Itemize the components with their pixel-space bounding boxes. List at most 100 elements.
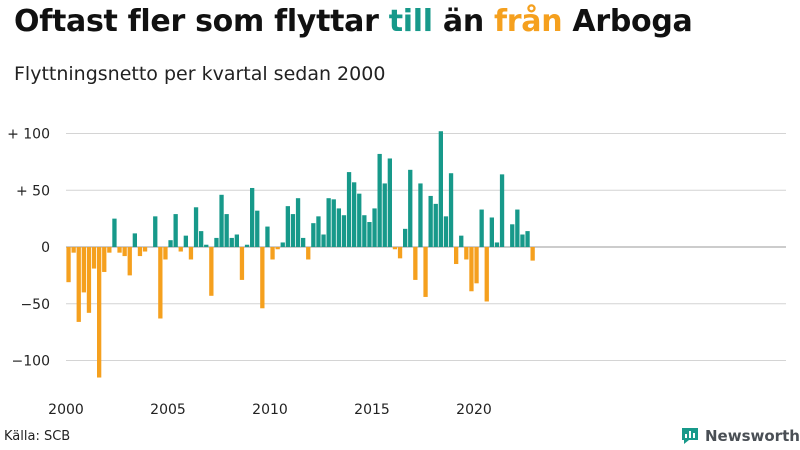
bar (234, 234, 239, 247)
bar (397, 247, 403, 259)
bar (66, 247, 71, 283)
x-axis-ticks: 2000 2005 2010 2015 2020 (48, 402, 492, 418)
y-tick-label: 0 (41, 240, 50, 256)
chart-title: Oftast fler som flyttar till än från Arb… (14, 4, 693, 39)
bar (250, 187, 255, 247)
bar (372, 208, 377, 247)
bar (86, 247, 92, 313)
bar (71, 247, 76, 253)
bar (255, 210, 260, 247)
bar (270, 247, 275, 260)
newsworthy-logo-text: Newsworthy (705, 427, 800, 445)
bar (285, 206, 290, 247)
bar (142, 247, 148, 252)
bar (260, 247, 265, 309)
bar (469, 247, 474, 292)
bar (229, 237, 234, 247)
bar (97, 247, 102, 378)
bar (357, 193, 362, 247)
bar (403, 228, 408, 247)
bar (214, 237, 219, 247)
bar (127, 247, 132, 276)
bars (66, 131, 535, 378)
y-tick-label: + 100 (7, 127, 50, 143)
bar (321, 234, 326, 247)
bar (107, 247, 112, 253)
bar (474, 247, 479, 284)
bar (341, 215, 347, 247)
bar (244, 244, 250, 247)
bar (438, 131, 443, 247)
x-tick-label: 2015 (354, 402, 390, 418)
bar (494, 242, 500, 247)
bar (336, 208, 341, 247)
bar (326, 198, 331, 247)
bar (153, 216, 158, 247)
bar (499, 174, 505, 247)
bar (102, 247, 107, 272)
bar (484, 247, 489, 302)
bar (413, 247, 418, 280)
bar (280, 242, 285, 247)
y-tick-label: −50 (20, 297, 50, 313)
bar (377, 153, 382, 247)
title-highlight-fran: från (494, 4, 563, 39)
bar (489, 217, 494, 247)
bar (137, 247, 143, 257)
y-tick-label: + 50 (16, 183, 50, 199)
newsworthy-logo-icon (682, 428, 698, 444)
bar (265, 226, 270, 247)
bar (408, 169, 413, 247)
bar (387, 158, 392, 247)
bar (433, 203, 438, 247)
bar (525, 231, 530, 247)
bar (510, 224, 515, 247)
bar (428, 195, 433, 248)
bar (188, 247, 194, 260)
bar (178, 247, 183, 252)
bar (219, 194, 224, 247)
bar (306, 247, 311, 260)
bar (520, 234, 525, 247)
bar (392, 247, 398, 250)
bar (418, 183, 423, 247)
bar (117, 247, 122, 253)
bar (346, 172, 352, 247)
bar (275, 247, 280, 250)
bar (122, 247, 127, 257)
title-highlight-till: till (388, 4, 433, 39)
bar (183, 235, 188, 247)
bar (301, 237, 306, 247)
bar (193, 207, 199, 248)
x-tick-label: 2010 (252, 402, 288, 418)
y-axis-ticks: + 100 + 50 0 −50 −100 (7, 127, 50, 370)
newsworthy-logo: Newsworthy (680, 426, 800, 446)
bar (163, 247, 168, 260)
bar (209, 247, 214, 296)
bar (367, 222, 372, 247)
bar (76, 247, 81, 322)
bar (239, 247, 245, 280)
bar (448, 173, 454, 247)
bar (173, 214, 178, 247)
bar (224, 214, 229, 247)
bar (352, 182, 357, 248)
bar (158, 247, 163, 319)
bar (132, 233, 137, 247)
title-part-1: Oftast fler som flyttar (14, 4, 389, 39)
bar (443, 216, 449, 247)
bar (362, 215, 367, 247)
bar (530, 247, 535, 261)
y-tick-label: −100 (12, 354, 50, 370)
source-label: Källa: SCB (4, 429, 71, 444)
x-tick-label: 2020 (456, 402, 492, 418)
bar (112, 218, 117, 248)
bar (382, 183, 387, 247)
x-tick-label: 2000 (48, 402, 84, 418)
bar (454, 247, 459, 265)
bar (81, 247, 86, 293)
x-tick-label: 2005 (150, 402, 186, 418)
bar (295, 198, 301, 247)
bar (290, 214, 296, 247)
bar (316, 216, 321, 247)
